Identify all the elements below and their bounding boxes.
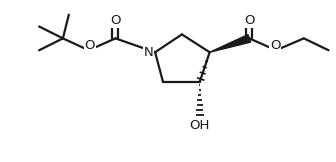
- Text: O: O: [244, 14, 255, 27]
- Polygon shape: [210, 35, 251, 52]
- Text: O: O: [270, 39, 280, 52]
- Text: O: O: [84, 39, 95, 52]
- Text: O: O: [110, 14, 121, 27]
- Text: OH: OH: [190, 119, 210, 132]
- Text: N: N: [143, 46, 153, 59]
